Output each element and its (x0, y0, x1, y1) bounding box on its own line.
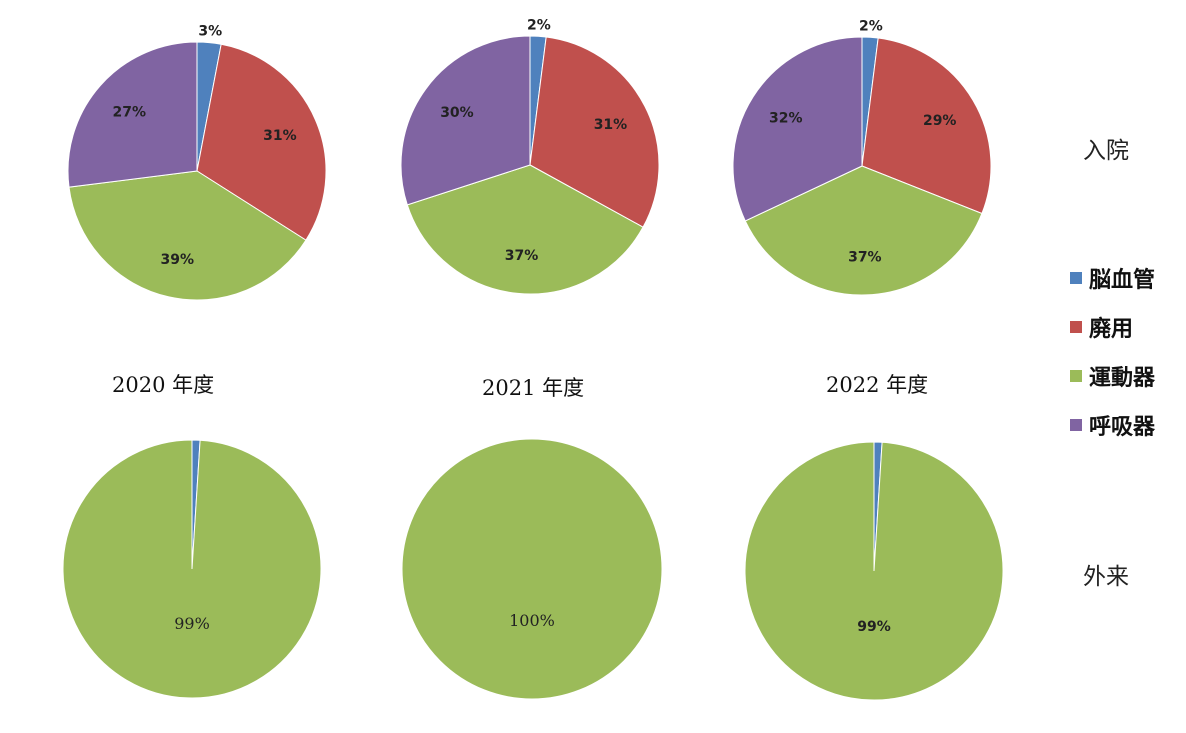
pie-slice-musculoskeletal (62, 439, 322, 699)
legend-label-respiratory: 呼吸器 (1089, 414, 1156, 440)
data-label-musculoskeletal: 99% (174, 614, 210, 633)
pie-slice-musculoskeletal (406, 164, 644, 295)
data-label-disuse: 29% (923, 113, 957, 129)
data-label-cerebrovascular: 3% (198, 24, 222, 40)
legend: 脳血管 廃用 運動器 呼吸器 (1070, 266, 1155, 462)
legend-item-respiratory: 呼吸器 (1070, 413, 1155, 440)
pie-slice-respiratory (67, 41, 198, 188)
data-label-cerebrovascular: 2% (859, 18, 883, 34)
data-label-musculoskeletal: 37% (505, 248, 539, 264)
legend-item-disuse: 廃用 (1070, 315, 1155, 342)
pie-slice-respiratory (400, 35, 531, 206)
data-label-disuse: 31% (594, 117, 628, 133)
data-label-respiratory: 27% (113, 104, 147, 120)
legend-item-cerebrovascular: 脳血管 (1070, 266, 1155, 293)
pie-chart-inpatient-1: 2% 31% 37% 30% (400, 17, 660, 295)
legend-label-cerebrovascular: 脳血管 (1089, 267, 1156, 293)
pie-slice-musculoskeletal (744, 441, 1004, 701)
data-label-musculoskeletal: 99% (857, 619, 891, 635)
pie-slice-musculoskeletal (68, 170, 307, 301)
data-label-musculoskeletal: 37% (848, 249, 882, 265)
pie-slice-disuse (529, 36, 660, 228)
pie-chart-inpatient-2: 2% 29% 37% 32% (732, 18, 992, 296)
row-label-inpatient: 入院 (1083, 138, 1129, 164)
row-label-outpatient: 外来 (1083, 564, 1129, 590)
data-label-disuse: 31% (263, 128, 297, 144)
data-label-musculoskeletal: 100% (509, 611, 555, 630)
legend-swatch-cerebrovascular (1070, 271, 1082, 284)
data-label-respiratory: 32% (769, 111, 803, 127)
pie-chart-outpatient-1: 100% (401, 438, 663, 700)
legend-label-disuse: 廃用 (1089, 316, 1134, 342)
pie-slice-respiratory (732, 36, 863, 222)
legend-swatch-disuse (1070, 320, 1082, 333)
year-label-2022: 2022 年度 (826, 373, 929, 397)
data-label-cerebrovascular: 2% (527, 17, 551, 33)
pie-slice-musculoskeletal (744, 165, 983, 296)
pie-slice-disuse (861, 37, 992, 215)
legend-swatch-musculoskeletal (1070, 369, 1082, 382)
year-label-2021: 2021 年度 (482, 376, 585, 400)
pie-chart-outpatient-0: 99% (62, 439, 322, 699)
pie-chart-outpatient-2: 99% (744, 441, 1004, 701)
year-label-2020: 2020 年度 (112, 373, 215, 397)
legend-item-musculoskeletal: 運動器 (1070, 364, 1155, 391)
data-label-musculoskeletal: 39% (161, 252, 195, 268)
legend-label-musculoskeletal: 運動器 (1089, 365, 1156, 391)
pie-slice-musculoskeletal (401, 438, 663, 700)
legend-swatch-respiratory (1070, 418, 1082, 431)
pie-chart-inpatient-0: 3% 31% 39% 27% (67, 24, 327, 301)
data-label-respiratory: 30% (440, 105, 474, 121)
